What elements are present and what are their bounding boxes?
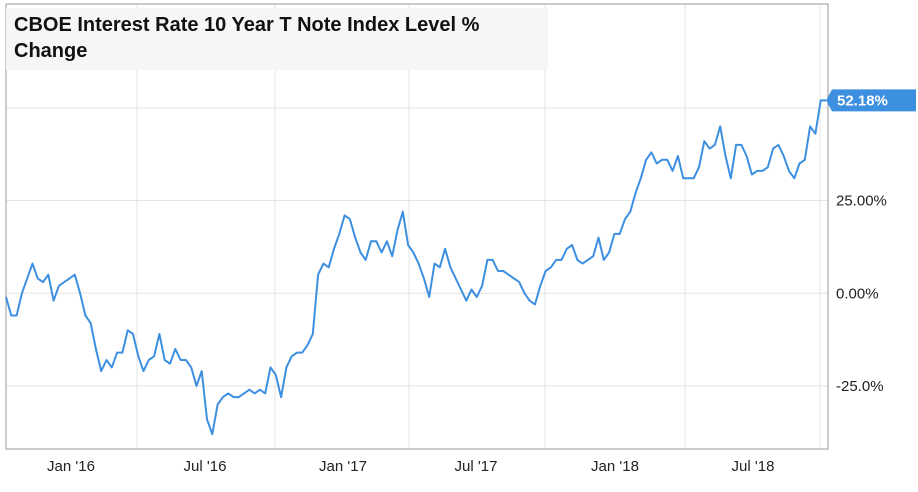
y-tick-label: -25.0% xyxy=(836,378,884,395)
last-value-badge-shape xyxy=(826,89,916,112)
y-axis-ticks: 25.00% 0.00% -25.0% xyxy=(836,193,887,395)
x-tick-label: Jan '16 xyxy=(47,458,95,475)
x-tick-label: Jul '18 xyxy=(732,458,775,475)
y-tick-label: 0.00% xyxy=(836,285,879,302)
x-tick-label: Jan '17 xyxy=(319,458,367,475)
vertical-gridlines xyxy=(136,4,821,449)
y-tick-label: 25.00% xyxy=(836,193,887,210)
chart-title-box xyxy=(6,8,548,70)
chart-title: CBOE Interest Rate 10 Year T Note Index … xyxy=(14,14,480,62)
x-tick-label: Jul '16 xyxy=(184,458,227,475)
last-value-badge: 52.18% xyxy=(826,89,916,112)
last-value-label: 52.18% xyxy=(837,92,888,109)
x-tick-label: Jul '17 xyxy=(455,458,498,475)
x-axis-ticks: Jan '16 Jul '16 Jan '17 Jul '17 Jan '18 Jul '… xyxy=(47,458,774,475)
series-line xyxy=(5,99,826,436)
plot-area-border xyxy=(5,3,829,450)
x-tick-label: Jan '18 xyxy=(591,458,639,475)
horizontal-gridlines xyxy=(6,107,828,387)
